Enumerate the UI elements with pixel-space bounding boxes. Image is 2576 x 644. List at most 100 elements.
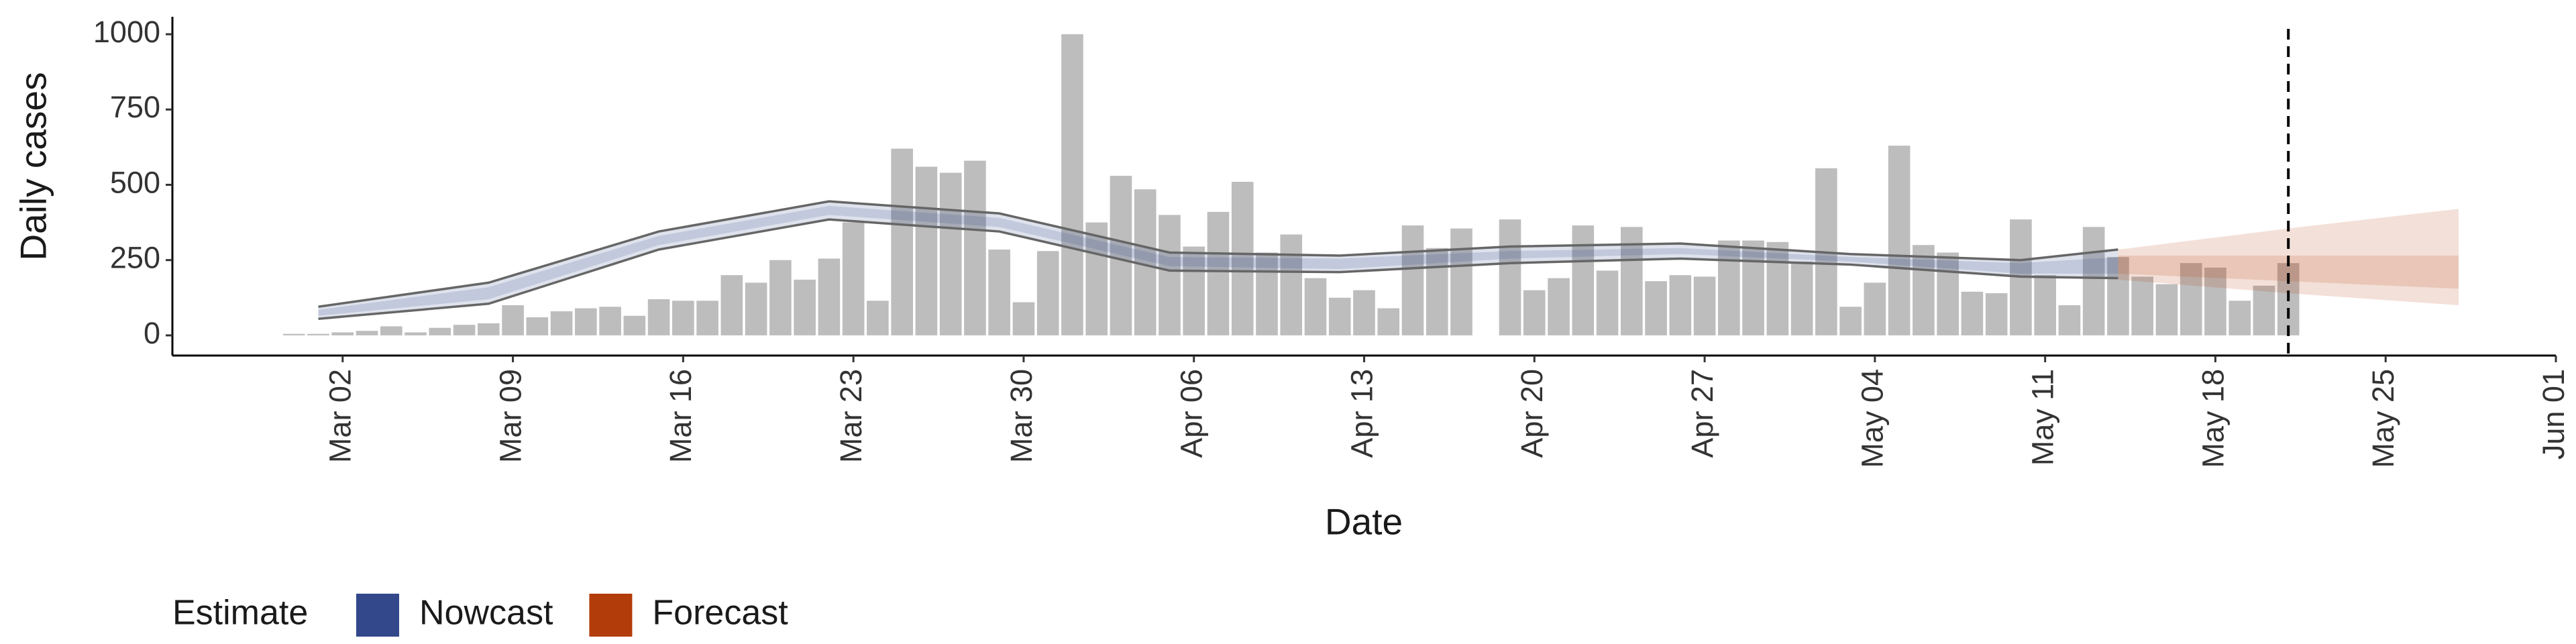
bar <box>745 282 767 335</box>
legend-swatch <box>356 594 399 637</box>
bar <box>647 299 670 335</box>
estimate-band <box>318 201 2118 319</box>
bar <box>964 160 986 335</box>
bar <box>2204 267 2226 335</box>
x-tick-label: Mar 23 <box>834 369 868 463</box>
bar <box>1353 290 1375 335</box>
bar <box>1328 297 1351 335</box>
y-tick-label: 750 <box>110 90 160 124</box>
legend-title: Estimate <box>172 594 308 633</box>
x-tick-label: May 25 <box>2366 369 2400 468</box>
bar <box>1718 240 1740 335</box>
y-tick-label: 1000 <box>93 15 160 49</box>
band-outline <box>318 200 2118 309</box>
bar <box>1377 308 1400 335</box>
bar <box>2131 276 2153 335</box>
legend-label: Forecast <box>652 594 788 633</box>
bar <box>1280 234 1303 335</box>
bar <box>1012 302 1035 335</box>
bar <box>1669 275 1692 335</box>
bar <box>380 326 402 335</box>
bar <box>988 249 1010 335</box>
bar <box>405 332 427 335</box>
bar <box>2058 305 2081 335</box>
bar <box>2082 227 2105 335</box>
bar <box>1790 261 1813 335</box>
bar <box>575 308 597 335</box>
bar <box>478 323 500 335</box>
bar <box>623 315 646 335</box>
bar <box>1572 225 1595 335</box>
bar <box>1426 248 1448 335</box>
bar <box>1742 240 1764 335</box>
bar <box>2034 275 2056 335</box>
bar <box>1401 225 1424 335</box>
bar <box>1304 278 1327 335</box>
bar <box>891 148 913 335</box>
bar <box>356 331 378 335</box>
bar <box>1110 176 1132 335</box>
bar <box>1766 241 1789 335</box>
x-tick-label: Apr 20 <box>1515 369 1549 458</box>
bar <box>307 333 329 335</box>
bar <box>818 258 841 335</box>
bar <box>1864 282 1886 335</box>
bar <box>502 305 524 335</box>
bar <box>1913 245 1935 335</box>
bar <box>1548 278 1570 335</box>
y-tick-label: 500 <box>110 165 160 199</box>
bar <box>1207 211 1230 335</box>
bar <box>2180 263 2202 335</box>
bar <box>1061 34 1083 335</box>
x-tick-label: Jun 01 <box>2536 369 2571 460</box>
x-tick-label: May 11 <box>2026 369 2060 466</box>
x-tick-label: Mar 02 <box>323 369 358 463</box>
bar <box>550 311 573 335</box>
bar <box>915 166 938 335</box>
bar <box>1036 251 1059 335</box>
bar <box>2253 285 2275 335</box>
bar <box>1450 228 1472 335</box>
bar <box>2229 301 2251 335</box>
bar <box>672 301 694 335</box>
bar <box>1256 252 1278 335</box>
bar <box>2107 257 2129 335</box>
legend-label: Nowcast <box>419 594 553 633</box>
estimate-band <box>318 205 2118 316</box>
y-tick-label: 0 <box>144 316 160 350</box>
x-tick-label: Apr 27 <box>1685 369 1719 458</box>
bar <box>526 317 549 335</box>
y-axis-title: Daily cases <box>13 72 54 260</box>
bar <box>1888 146 1911 335</box>
bar <box>282 333 305 335</box>
bar <box>769 260 792 335</box>
band-outline <box>318 218 2118 320</box>
bar <box>1937 252 1959 335</box>
bar <box>2155 284 2178 335</box>
x-axis-title: Date <box>1325 501 1403 543</box>
bar <box>429 327 451 335</box>
bar <box>599 307 621 335</box>
bar <box>794 279 816 335</box>
bar <box>1985 293 2008 335</box>
bar <box>1961 291 1984 335</box>
x-tick-label: May 18 <box>2196 369 2230 468</box>
bar <box>1693 276 1716 335</box>
bar <box>331 332 354 335</box>
bar <box>1839 307 1862 335</box>
legend-swatch <box>589 594 633 637</box>
x-tick-label: Mar 16 <box>663 369 698 463</box>
bar <box>867 301 889 335</box>
x-tick-label: Mar 09 <box>493 369 527 463</box>
bar <box>1085 222 1108 335</box>
bar <box>453 325 476 335</box>
y-tick-label: 250 <box>110 241 160 275</box>
x-tick-label: Apr 13 <box>1344 369 1379 458</box>
x-tick-label: Apr 06 <box>1175 369 1209 458</box>
bar <box>842 222 865 335</box>
x-tick-label: May 04 <box>1856 369 1890 468</box>
bar <box>939 172 962 335</box>
bar <box>1159 215 1181 335</box>
x-tick-label: Mar 30 <box>1004 369 1038 463</box>
